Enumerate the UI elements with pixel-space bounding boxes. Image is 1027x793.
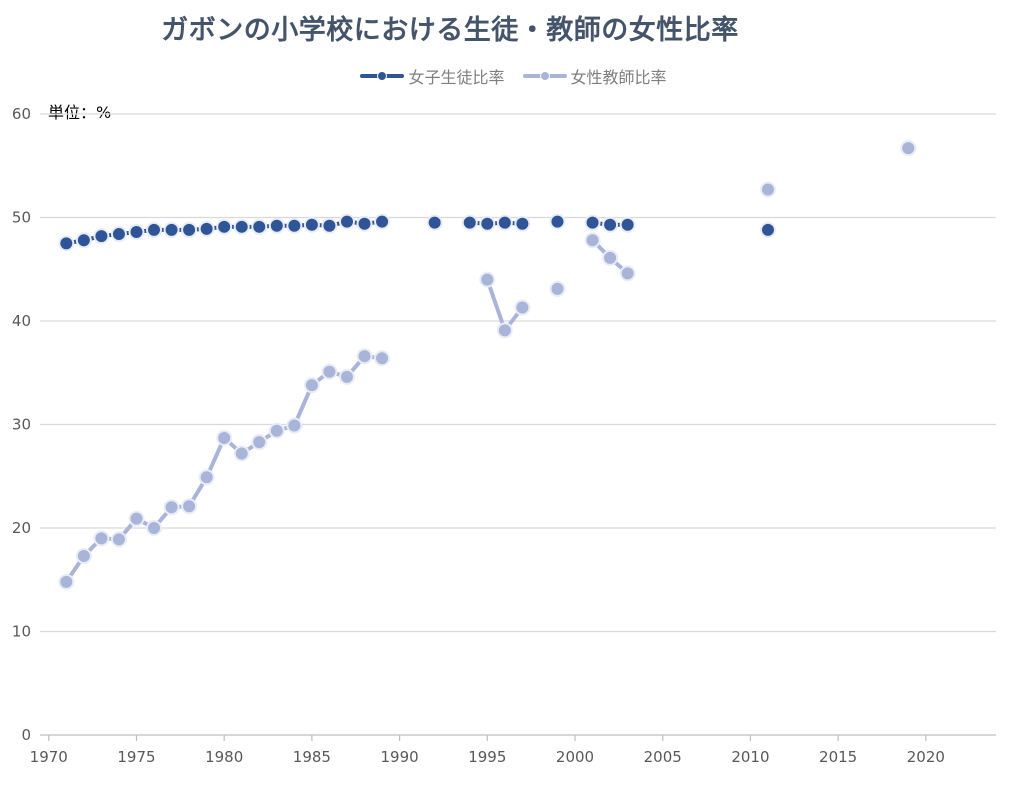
data-point-1978 <box>181 498 198 515</box>
y-tick-label-30: 30 <box>12 416 31 434</box>
data-point-1986 <box>321 363 338 380</box>
chart-title: ガボンの小学校における生徒・教師の女性比率 <box>161 15 739 46</box>
legend-label-students: 女子生徒比率 <box>408 68 505 87</box>
legend-swatch-teachers <box>522 71 567 81</box>
legend-item-students[interactable]: 女子生徒比率 <box>360 64 505 88</box>
data-point-1975 <box>128 223 145 240</box>
data-point-1988 <box>356 348 373 365</box>
data-point-2019 <box>900 140 917 157</box>
series <box>58 140 917 590</box>
x-tick-label-1975: 1975 <box>117 748 155 766</box>
data-point-1974 <box>110 531 127 548</box>
data-point-1995 <box>479 215 496 232</box>
x-tick-label-1980: 1980 <box>205 748 243 766</box>
axes: 0 10 20 30 40 50 60 1970 1975 1980 1985 1990 1995 200… <box>12 105 996 766</box>
x-tick-label-2020: 2020 <box>907 748 945 766</box>
x-tick-label-1985: 1985 <box>293 748 331 766</box>
data-point-1971 <box>58 573 75 590</box>
data-point-2003 <box>619 265 636 282</box>
legend-item-teachers[interactable]: 女性教師比率 <box>522 64 667 88</box>
x-tick-label-2015: 2015 <box>819 748 857 766</box>
data-point-2002 <box>602 249 619 266</box>
data-point-1985 <box>303 216 320 233</box>
x-tick-label-1995: 1995 <box>468 748 506 766</box>
data-point-1992 <box>426 214 443 231</box>
y-tick-label-60: 60 <box>12 105 31 123</box>
data-point-1971 <box>58 235 75 252</box>
data-point-1972 <box>75 547 92 564</box>
data-point-1973 <box>93 530 110 547</box>
x-tick-label-2000: 2000 <box>556 748 594 766</box>
data-point-1999 <box>549 213 566 230</box>
data-point-2011 <box>759 181 776 198</box>
data-point-1995 <box>479 271 496 288</box>
data-point-1987 <box>338 368 355 385</box>
legend-label-teachers: 女性教師比率 <box>570 68 667 87</box>
data-point-1994 <box>461 214 478 231</box>
data-point-1989 <box>374 350 391 367</box>
data-point-1973 <box>93 228 110 245</box>
data-point-2003 <box>619 216 636 233</box>
series-students <box>58 213 776 252</box>
data-point-1982 <box>251 434 268 451</box>
data-point-1980 <box>216 429 233 446</box>
series-teachers <box>58 140 917 590</box>
data-point-2001 <box>584 214 601 231</box>
data-point-1988 <box>356 215 373 232</box>
data-point-1984 <box>286 417 303 434</box>
data-point-1972 <box>75 232 92 249</box>
y-tick-label-50: 50 <box>12 209 31 227</box>
data-point-1989 <box>374 213 391 230</box>
data-point-1975 <box>128 510 145 527</box>
y-tick-label-40: 40 <box>12 312 31 330</box>
data-point-1976 <box>146 221 163 238</box>
x-tick-label-2010: 2010 <box>731 748 769 766</box>
data-point-1987 <box>338 213 355 230</box>
legend: 女子生徒比率 女性教師比率 <box>0 64 1027 88</box>
data-point-1977 <box>163 221 180 238</box>
data-point-1979 <box>198 469 215 486</box>
x-tick-label-1990: 1990 <box>381 748 419 766</box>
data-point-1979 <box>198 220 215 237</box>
data-point-1986 <box>321 217 338 234</box>
data-point-1999 <box>549 280 566 297</box>
y-tick-label-0: 0 <box>21 726 31 744</box>
data-point-1996 <box>496 322 513 339</box>
data-point-1996 <box>496 214 513 231</box>
y-tick-label-20: 20 <box>12 519 31 537</box>
x-tick-label-2005: 2005 <box>644 748 682 766</box>
data-point-1997 <box>514 299 531 316</box>
data-point-1978 <box>181 221 198 238</box>
legend-swatch-students <box>360 71 405 81</box>
gridlines <box>40 113 996 633</box>
data-point-1983 <box>268 217 285 234</box>
data-point-1982 <box>251 218 268 235</box>
unit-label: 単位：% <box>48 103 112 122</box>
data-point-1976 <box>146 520 163 536</box>
data-point-1980 <box>216 218 233 235</box>
data-point-1981 <box>233 445 250 462</box>
y-tick-label-10: 10 <box>12 623 31 641</box>
data-point-1983 <box>268 422 285 439</box>
series-segment <box>485 277 507 333</box>
data-point-1997 <box>514 215 531 232</box>
data-point-1974 <box>110 226 127 243</box>
data-point-2011 <box>759 221 776 238</box>
data-point-1984 <box>286 217 303 234</box>
data-point-2002 <box>602 216 619 233</box>
data-point-1981 <box>233 218 250 235</box>
x-tick-label-1970: 1970 <box>30 748 68 766</box>
data-point-1977 <box>163 499 180 516</box>
data-point-1985 <box>303 377 320 394</box>
data-point-2001 <box>584 232 601 249</box>
